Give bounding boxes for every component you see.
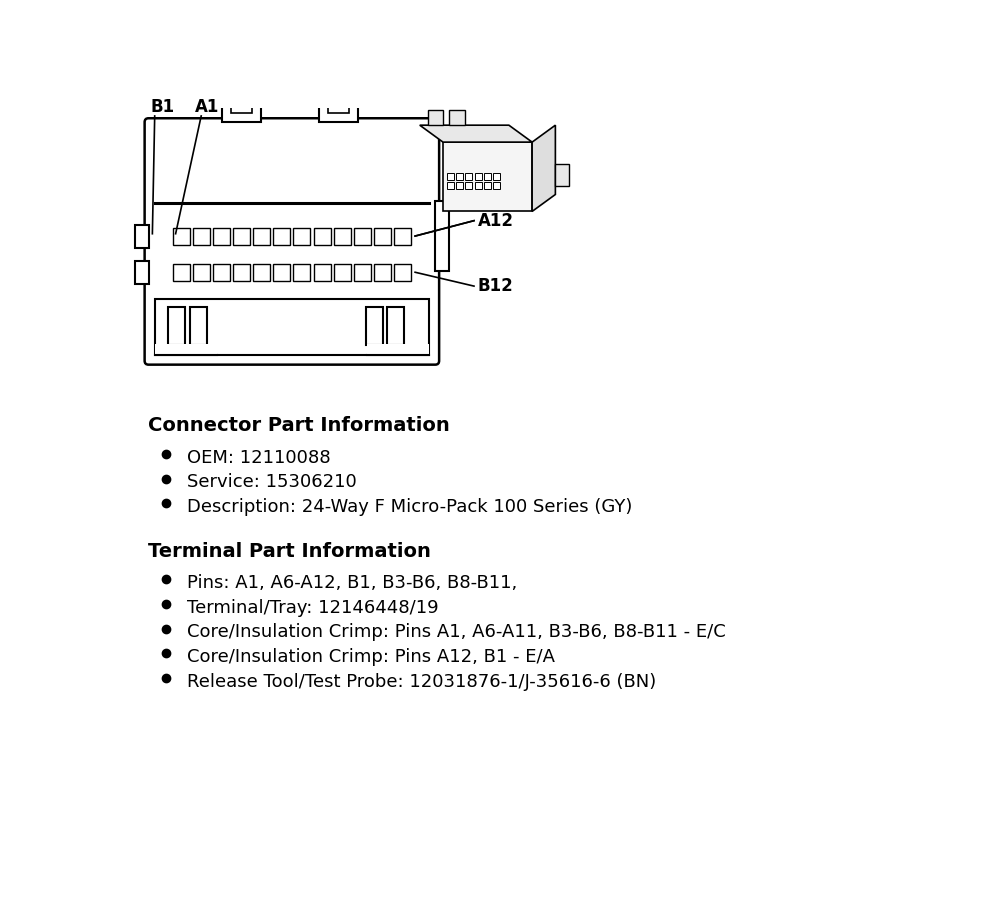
Bar xyxy=(555,164,569,186)
Text: Core/Insulation Crimp: Pins A12, B1 - E/A: Core/Insulation Crimp: Pins A12, B1 - E/… xyxy=(187,648,555,666)
Bar xyxy=(447,182,454,189)
Bar xyxy=(212,263,229,281)
Text: Pins: A1, A6-A12, B1, B3-B6, B8-B11,: Pins: A1, A6-A12, B1, B3-B6, B8-B11, xyxy=(187,574,517,592)
Bar xyxy=(394,227,411,244)
Bar xyxy=(334,263,351,281)
Bar xyxy=(172,263,189,281)
Bar xyxy=(387,307,404,345)
Bar xyxy=(466,182,473,189)
Bar xyxy=(493,182,500,189)
Bar xyxy=(274,263,291,281)
Bar xyxy=(254,263,271,281)
Bar xyxy=(475,173,482,179)
Bar xyxy=(233,263,250,281)
Bar xyxy=(154,344,216,354)
Text: OEM: 12110088: OEM: 12110088 xyxy=(187,448,331,466)
Bar xyxy=(212,227,229,244)
Bar xyxy=(192,263,209,281)
Bar xyxy=(466,173,473,179)
Bar xyxy=(294,227,311,244)
Text: Release Tool/Test Probe: 12031876-1/J-35616-6 (BN): Release Tool/Test Probe: 12031876-1/J-35… xyxy=(187,673,656,691)
Bar xyxy=(168,307,185,345)
Bar xyxy=(294,263,311,281)
Text: Connector Part Information: Connector Part Information xyxy=(148,416,450,436)
Bar xyxy=(328,100,350,113)
Bar xyxy=(447,173,454,179)
Bar xyxy=(456,182,463,189)
Bar xyxy=(443,143,532,211)
Bar xyxy=(189,307,206,345)
Text: Terminal/Tray: 12146448/19: Terminal/Tray: 12146448/19 xyxy=(187,599,439,617)
Bar xyxy=(314,227,331,244)
Bar xyxy=(172,227,189,244)
Polygon shape xyxy=(532,125,555,211)
Text: Terminal Part Information: Terminal Part Information xyxy=(148,542,432,561)
Bar xyxy=(314,263,331,281)
Bar xyxy=(334,227,351,244)
Polygon shape xyxy=(420,125,532,143)
Text: A1: A1 xyxy=(195,98,219,116)
Bar xyxy=(493,173,500,179)
Text: A12: A12 xyxy=(478,212,514,230)
Bar xyxy=(154,299,429,354)
Bar xyxy=(134,225,148,248)
Bar xyxy=(374,263,391,281)
Text: Core/Insulation Crimp: Pins A1, A6-A11, B3-B6, B8-B11 - E/C: Core/Insulation Crimp: Pins A1, A6-A11, … xyxy=(187,623,726,641)
Bar xyxy=(354,263,371,281)
Bar xyxy=(354,227,371,244)
Bar xyxy=(319,93,358,122)
Bar xyxy=(449,110,465,125)
Bar xyxy=(274,227,291,244)
Bar xyxy=(222,93,261,122)
Bar xyxy=(394,263,411,281)
Bar xyxy=(374,227,391,244)
FancyBboxPatch shape xyxy=(144,118,439,364)
Bar xyxy=(484,173,491,179)
Bar xyxy=(192,227,209,244)
Text: Description: 24-Way F Micro-Pack 100 Series (GY): Description: 24-Way F Micro-Pack 100 Ser… xyxy=(187,498,632,516)
Bar xyxy=(134,261,148,284)
Bar xyxy=(230,100,253,113)
Text: B12: B12 xyxy=(478,277,514,295)
Bar xyxy=(367,344,429,354)
Bar xyxy=(428,110,443,125)
Bar xyxy=(435,201,449,271)
Bar xyxy=(254,227,271,244)
Bar xyxy=(475,182,482,189)
Text: Service: 15306210: Service: 15306210 xyxy=(187,474,357,492)
Bar xyxy=(233,227,250,244)
Bar xyxy=(366,307,383,345)
Text: B1: B1 xyxy=(150,98,174,116)
Bar xyxy=(456,173,463,179)
Bar xyxy=(484,182,491,189)
